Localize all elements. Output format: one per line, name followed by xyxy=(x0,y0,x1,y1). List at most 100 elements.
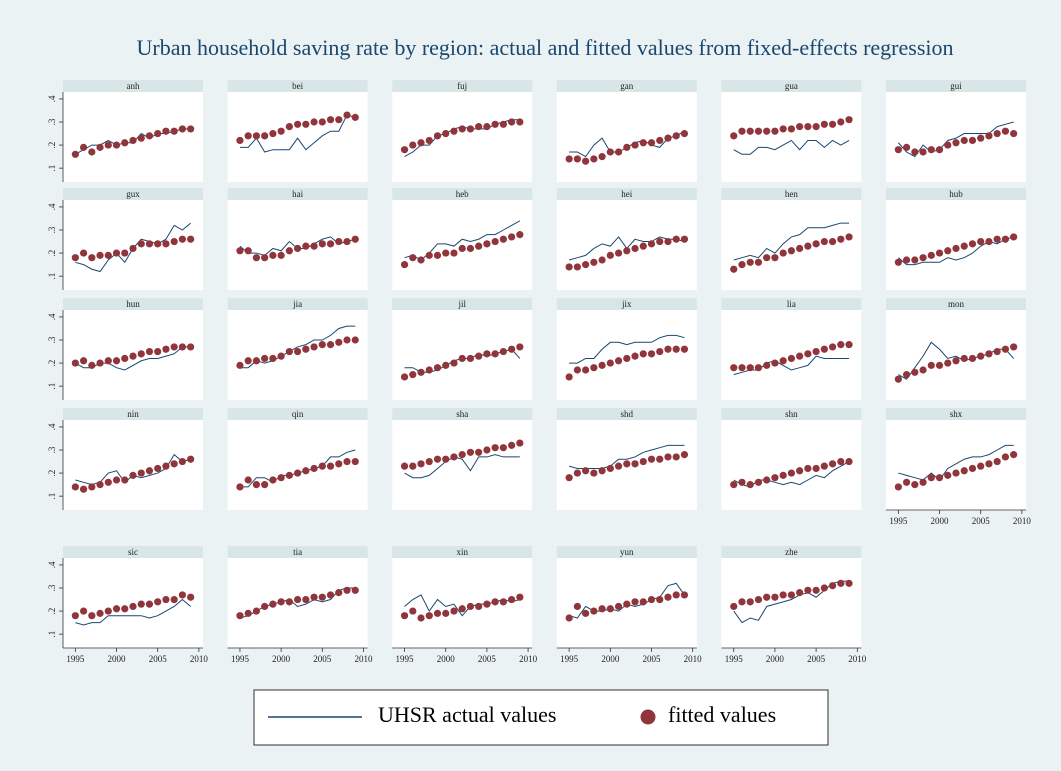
fitted-point xyxy=(417,139,425,147)
panel-title: shx xyxy=(950,409,963,419)
fitted-point xyxy=(598,361,606,369)
legend-label: fitted values xyxy=(668,702,776,727)
fitted-point xyxy=(796,244,804,253)
y-tick-label: .1 xyxy=(47,273,57,280)
fitted-point xyxy=(614,148,623,156)
panel-title: nin xyxy=(127,409,139,419)
fitted-point xyxy=(606,464,614,473)
fitted-point xyxy=(804,242,812,250)
fitted-point xyxy=(343,111,351,119)
fitted-point xyxy=(433,251,442,259)
fitted-point xyxy=(680,235,689,243)
x-tick-label: 2005 xyxy=(643,654,662,664)
fitted-point xyxy=(170,127,178,135)
fitted-point xyxy=(944,141,952,149)
fitted-point xyxy=(614,462,623,470)
fitted-point xyxy=(499,235,507,243)
fitted-point xyxy=(310,118,318,126)
fitted-point xyxy=(236,612,244,620)
panel-title: jia xyxy=(292,299,302,309)
fitted-point xyxy=(170,237,178,246)
fitted-point xyxy=(1001,235,1010,243)
fitted-point xyxy=(417,460,425,468)
fitted-point xyxy=(236,247,244,255)
panel-strip xyxy=(556,188,697,200)
fitted-point xyxy=(656,237,664,246)
fitted-point xyxy=(187,125,195,133)
fitted-point xyxy=(919,148,927,156)
fitted-point xyxy=(236,136,244,145)
fitted-point xyxy=(96,143,104,151)
fitted-point xyxy=(779,249,787,257)
fitted-point xyxy=(409,607,417,615)
fitted-point xyxy=(475,242,483,250)
fitted-point xyxy=(335,460,343,468)
fitted-point xyxy=(516,343,524,351)
fitted-point xyxy=(244,476,252,484)
fitted-point xyxy=(787,469,796,477)
fitted-point xyxy=(730,602,738,611)
fitted-point xyxy=(351,586,359,594)
y-tick-label: .1 xyxy=(47,631,57,638)
fitted-point xyxy=(129,352,137,360)
fitted-point xyxy=(796,589,804,597)
fitted-point xyxy=(664,453,672,461)
fitted-point xyxy=(244,132,252,140)
fitted-point xyxy=(261,602,269,611)
fitted-point xyxy=(351,113,359,121)
fitted-point xyxy=(252,254,261,262)
fitted-point xyxy=(104,357,112,365)
fitted-point xyxy=(326,591,335,599)
y-tick-label: .2 xyxy=(47,470,57,477)
fitted-point xyxy=(977,134,985,142)
fitted-point xyxy=(993,347,1001,356)
fitted-point xyxy=(927,146,935,154)
x-tick-label: 1995 xyxy=(396,654,415,664)
fitted-point xyxy=(442,361,450,369)
panel-title: jil xyxy=(457,299,466,309)
fitted-point xyxy=(145,467,154,475)
fitted-point xyxy=(623,247,631,255)
fitted-point xyxy=(178,343,187,351)
fitted-point xyxy=(425,136,433,145)
fitted-point xyxy=(104,251,112,259)
fitted-point xyxy=(820,345,828,353)
fitted-point xyxy=(79,357,88,365)
fitted-point xyxy=(804,123,812,131)
fitted-point xyxy=(746,481,754,489)
fitted-point xyxy=(639,139,647,147)
fitted-point xyxy=(828,582,837,590)
fitted-point xyxy=(516,439,524,447)
fitted-point xyxy=(656,595,664,604)
fitted-point xyxy=(656,455,664,463)
panel-strip xyxy=(556,298,697,310)
fitted-point xyxy=(302,242,310,250)
fitted-point xyxy=(590,469,598,477)
fitted-point xyxy=(598,256,606,264)
fitted-point xyxy=(318,118,326,126)
fitted-point xyxy=(269,476,277,484)
fitted-point xyxy=(112,476,121,484)
fitted-point xyxy=(400,261,409,269)
fitted-point xyxy=(927,474,935,482)
fitted-point xyxy=(121,354,129,363)
fitted-point xyxy=(647,350,656,358)
fitted-point xyxy=(129,136,137,145)
fitted-point xyxy=(565,474,573,482)
fitted-point xyxy=(285,347,293,356)
fitted-point xyxy=(993,457,1001,466)
fitted-point xyxy=(820,462,828,470)
y-tick-label: .3 xyxy=(47,446,57,453)
y-tick-label: .1 xyxy=(47,165,57,172)
fitted-point xyxy=(294,244,302,253)
fitted-point xyxy=(787,247,796,255)
fitted-point xyxy=(466,244,475,253)
fitted-point xyxy=(96,609,104,617)
fitted-point xyxy=(310,464,318,473)
fitted-point xyxy=(170,343,178,351)
fitted-point xyxy=(351,336,359,344)
fitted-point xyxy=(977,237,985,246)
fitted-point xyxy=(796,352,804,360)
panel-title: shn xyxy=(785,409,798,419)
fitted-point xyxy=(121,139,129,147)
